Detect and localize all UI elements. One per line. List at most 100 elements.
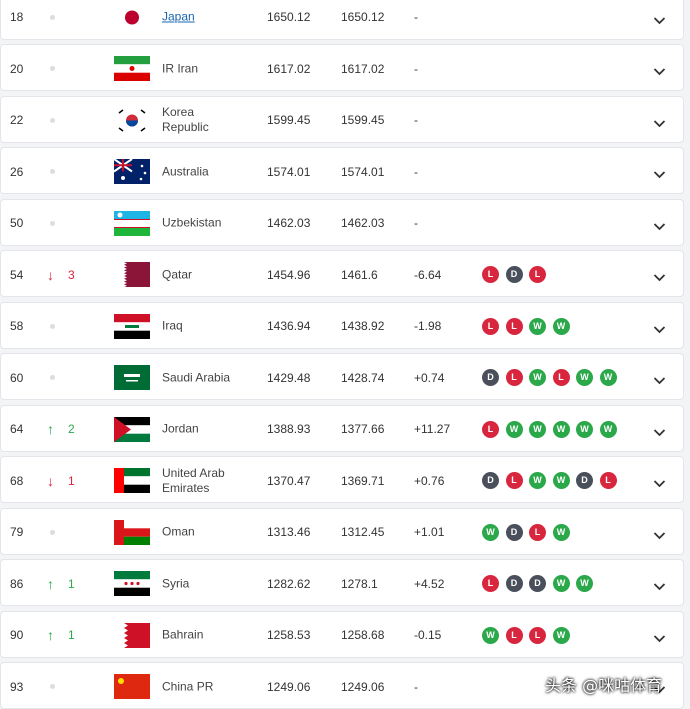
form-result: L	[529, 523, 546, 541]
form-result: L	[529, 626, 546, 644]
rank-change: 2	[68, 422, 75, 436]
form-result: W	[552, 626, 570, 644]
previous-points: 1278.1	[341, 576, 378, 591]
form-result: W	[599, 369, 617, 386]
expand-toggle[interactable]	[653, 424, 666, 442]
flag	[114, 56, 150, 81]
rank: 20	[10, 61, 24, 76]
no-change	[50, 684, 55, 689]
form-result: W	[529, 420, 546, 438]
form-result: W	[576, 575, 593, 592]
country-name: Bahrain	[162, 627, 204, 642]
no-change	[50, 66, 55, 71]
previous-points: 1462.03	[341, 216, 385, 230]
country-name: IR Iran	[162, 61, 199, 75]
points: 1454.96	[267, 267, 311, 282]
points: 1574.01	[267, 164, 311, 179]
flag	[114, 674, 150, 699]
form-result: W	[552, 523, 570, 541]
points-diff: +11.27	[414, 422, 451, 436]
flag	[114, 210, 150, 236]
rank: 58	[10, 319, 24, 333]
ranking-row: 90 ↑ 1 Bahrain 1258.53 1258.68 -0.15 W L L W	[0, 610, 684, 658]
country-name: Syria	[162, 576, 190, 590]
points-diff: -6.64	[414, 267, 442, 282]
flag	[114, 365, 150, 390]
previous-points: 1599.45	[341, 113, 385, 127]
rank: 22	[10, 113, 24, 127]
form-result: D	[529, 575, 546, 592]
form-result: L	[505, 369, 523, 386]
previous-points: 1312.45	[341, 525, 385, 539]
previous-points: 1369.71	[341, 473, 385, 488]
previous-points: 1438.92	[341, 319, 385, 333]
flag	[114, 107, 150, 133]
points: 1313.46	[267, 525, 311, 539]
form-result: L	[482, 317, 499, 335]
expand-toggle[interactable]	[653, 372, 666, 390]
ranking-row: 60 Saudi Arabia 1429.48 1428.74 +0.74 D L W L W W	[0, 353, 684, 400]
form-result: W	[482, 626, 499, 644]
form-result: L	[505, 472, 523, 489]
points: 1462.03	[267, 216, 311, 230]
previous-points: 1428.74	[341, 370, 385, 385]
form-result: W	[552, 472, 570, 489]
points-diff: -	[414, 61, 418, 76]
no-change	[50, 323, 55, 329]
expand-toggle[interactable]	[653, 321, 666, 339]
country-name[interactable]: Japan	[162, 9, 195, 24]
form-result: W	[599, 420, 617, 438]
form-result: D	[576, 472, 593, 489]
flag	[114, 519, 150, 545]
expand-toggle[interactable]	[653, 166, 666, 184]
rank: 54	[10, 267, 24, 282]
points: 1249.06	[267, 679, 311, 694]
points-diff: -	[414, 164, 418, 179]
expand-toggle[interactable]	[653, 578, 666, 596]
form-result: L	[552, 369, 570, 386]
expand-toggle[interactable]	[653, 681, 666, 699]
form-result: W	[552, 317, 570, 335]
ranking-row: 68 ↓ 1 United Arab Emirates 1370.47 1369.71 +0…	[0, 456, 684, 503]
country-name: China PR	[162, 679, 214, 693]
points: 1429.48	[267, 370, 311, 385]
ranking-row: 18 Japan 1650.12 1650.12 -	[0, 0, 684, 40]
expand-toggle[interactable]	[653, 630, 666, 648]
form-result: L	[529, 266, 546, 283]
rank: 86	[10, 576, 24, 591]
expand-toggle[interactable]	[653, 63, 666, 81]
points: 1370.47	[267, 473, 311, 488]
rank: 79	[10, 525, 24, 539]
expand-toggle[interactable]	[653, 475, 666, 493]
previous-points: 1249.06	[341, 679, 385, 694]
expand-toggle[interactable]	[653, 269, 666, 287]
form-result: L	[482, 266, 499, 283]
form-result: W	[505, 420, 523, 438]
expand-toggle[interactable]	[653, 12, 666, 30]
ranking-row: 79 Oman 1313.46 1312.45 +1.01 W D L W	[0, 507, 684, 555]
expand-toggle[interactable]	[653, 115, 666, 133]
country-name: United Arab Emirates	[162, 465, 225, 495]
country-name: Saudi Arabia	[162, 370, 231, 384]
points-diff: -	[414, 10, 418, 24]
flag	[114, 571, 150, 596]
form-result: L	[599, 472, 617, 489]
rank: 68	[10, 473, 24, 488]
rank: 64	[10, 422, 24, 436]
points: 1599.45	[267, 113, 311, 127]
expand-toggle[interactable]	[653, 218, 666, 236]
form-result: L	[482, 575, 499, 592]
trend-arrow: ↓	[47, 266, 54, 283]
rank: 18	[10, 10, 24, 24]
form-result: L	[505, 626, 523, 644]
points: 1617.02	[267, 61, 311, 76]
form-result: L	[482, 420, 499, 438]
expand-toggle[interactable]	[653, 527, 666, 545]
rank: 60	[10, 370, 24, 385]
rank-change: 1	[68, 576, 75, 591]
country-name: Korea Republic	[162, 105, 209, 134]
points-diff: +0.76	[414, 473, 445, 488]
form-result: D	[482, 472, 499, 489]
form-result: W	[529, 369, 546, 386]
